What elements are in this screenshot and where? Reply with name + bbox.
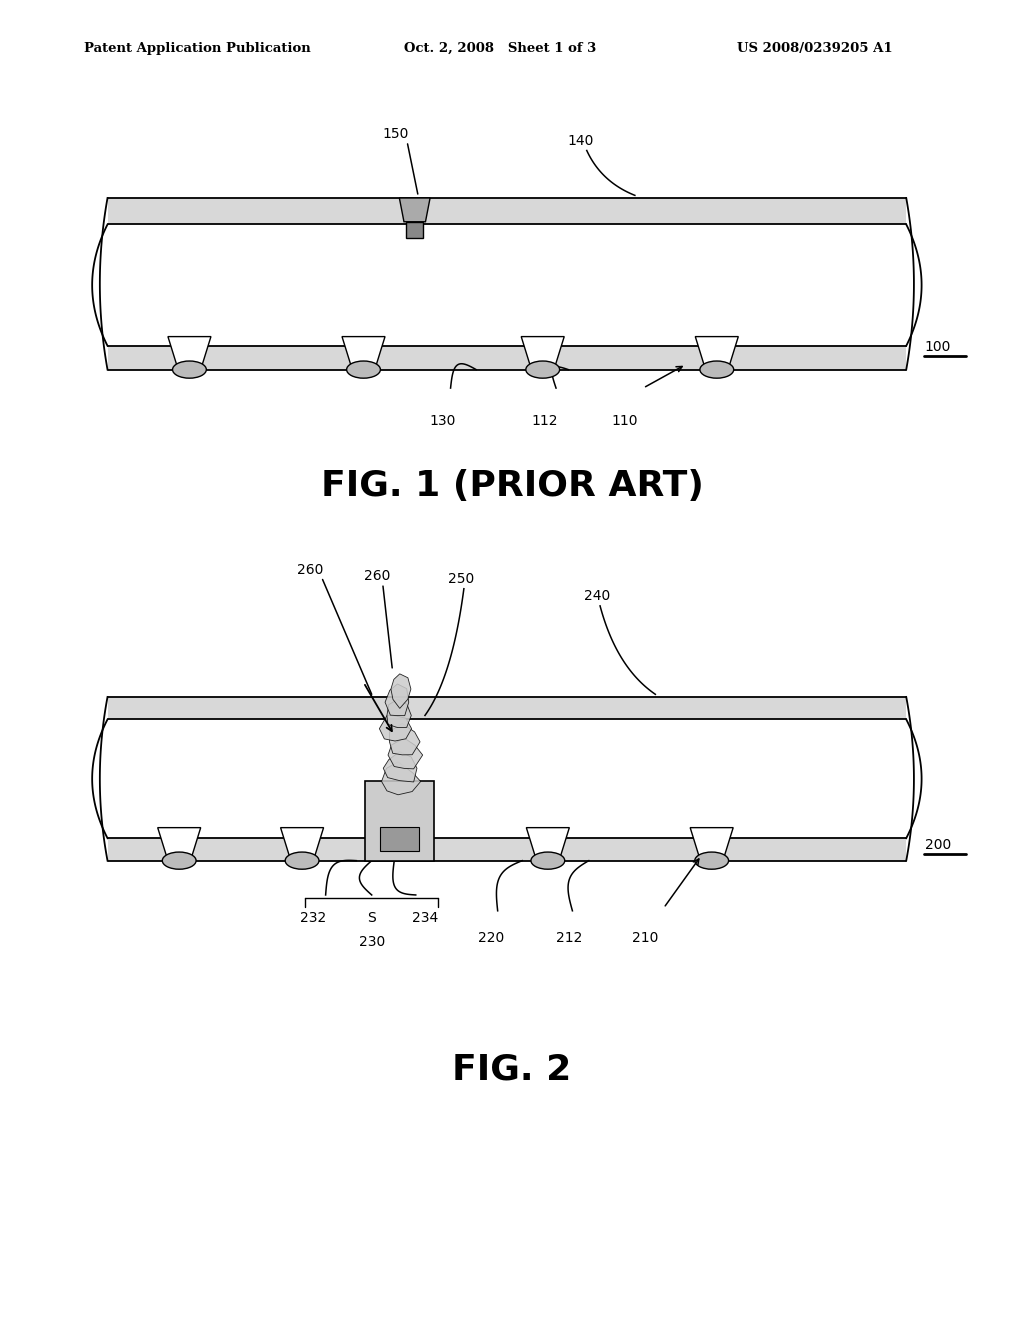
Polygon shape — [158, 828, 201, 861]
Ellipse shape — [285, 853, 319, 870]
Text: US 2008/0239205 A1: US 2008/0239205 A1 — [737, 42, 893, 55]
Polygon shape — [387, 700, 412, 727]
Polygon shape — [385, 684, 409, 715]
Bar — [380, 828, 419, 851]
Text: 240: 240 — [584, 589, 610, 603]
Text: S: S — [368, 911, 376, 925]
Bar — [108, 198, 906, 224]
Text: 110: 110 — [611, 414, 638, 429]
Ellipse shape — [531, 853, 565, 870]
Text: 260: 260 — [364, 569, 390, 583]
Text: 234: 234 — [412, 911, 438, 925]
Text: FIG. 2: FIG. 2 — [453, 1052, 571, 1086]
Text: FIG. 1 (PRIOR ART): FIG. 1 (PRIOR ART) — [321, 469, 703, 503]
Polygon shape — [281, 828, 324, 861]
Polygon shape — [695, 337, 738, 370]
Ellipse shape — [700, 360, 733, 379]
Polygon shape — [379, 715, 412, 741]
Text: 212: 212 — [556, 931, 583, 945]
Polygon shape — [168, 337, 211, 370]
Text: 250: 250 — [447, 572, 474, 586]
Bar — [108, 838, 906, 861]
Polygon shape — [383, 751, 417, 781]
Bar — [108, 346, 906, 370]
Text: 112: 112 — [531, 414, 558, 429]
Polygon shape — [690, 828, 733, 861]
Text: Oct. 2, 2008   Sheet 1 of 3: Oct. 2, 2008 Sheet 1 of 3 — [404, 42, 597, 55]
Text: 220: 220 — [478, 931, 505, 945]
Text: 150: 150 — [382, 127, 409, 141]
Polygon shape — [382, 762, 421, 795]
Text: 210: 210 — [632, 931, 658, 945]
Text: 200: 200 — [925, 838, 951, 851]
Polygon shape — [389, 723, 420, 755]
Bar — [407, 222, 423, 238]
Text: 140: 140 — [567, 133, 594, 148]
Ellipse shape — [694, 853, 728, 870]
Polygon shape — [388, 738, 423, 768]
Ellipse shape — [172, 360, 207, 379]
Text: 260: 260 — [297, 562, 324, 577]
Text: 130: 130 — [429, 414, 456, 429]
Text: Patent Application Publication: Patent Application Publication — [84, 42, 310, 55]
Ellipse shape — [346, 360, 381, 379]
Polygon shape — [521, 337, 564, 370]
Bar — [365, 781, 434, 861]
Polygon shape — [399, 198, 430, 222]
Text: 100: 100 — [925, 341, 951, 354]
Text: 230: 230 — [358, 935, 385, 949]
Polygon shape — [342, 337, 385, 370]
Polygon shape — [526, 828, 569, 861]
Bar — [108, 697, 906, 719]
Polygon shape — [391, 673, 411, 709]
Text: 232: 232 — [300, 911, 327, 925]
Ellipse shape — [162, 853, 197, 870]
Ellipse shape — [526, 360, 559, 379]
